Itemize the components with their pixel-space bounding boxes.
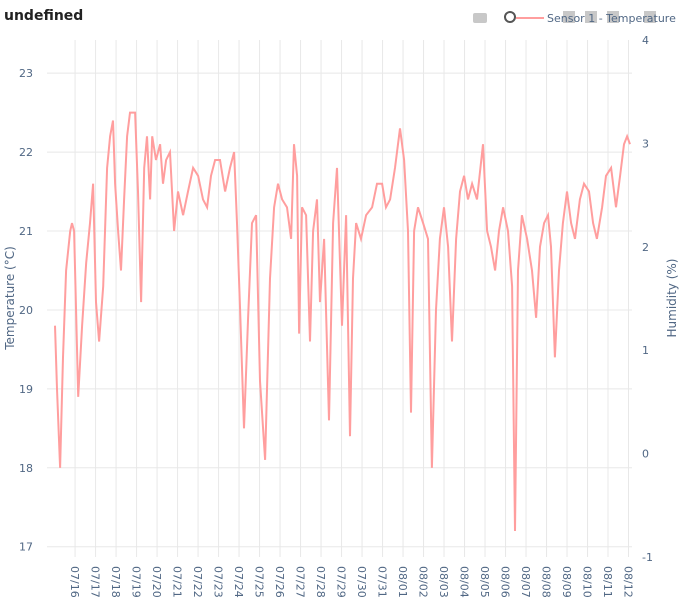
x-tick-label: 07/25 bbox=[253, 566, 266, 598]
y2-axis-label: Humidity (%) bbox=[665, 259, 679, 338]
line-series bbox=[54, 111, 631, 532]
x-tick-label: 08/04 bbox=[458, 566, 471, 598]
x-tick-label: 07/18 bbox=[109, 566, 122, 598]
legend-label: Sensor 1 - Temperature bbox=[547, 12, 676, 25]
x-tick-label: 08/08 bbox=[540, 566, 553, 598]
y2-tick-label: 1 bbox=[642, 344, 649, 357]
y2-tick-label: 4 bbox=[642, 34, 649, 47]
y2-tick-label: 0 bbox=[642, 448, 649, 461]
x-tick-label: 08/07 bbox=[519, 566, 532, 598]
x-tick-label: 08/02 bbox=[417, 566, 430, 598]
y-tick-label: 21 bbox=[19, 225, 33, 238]
y-tick-label: 20 bbox=[19, 304, 33, 317]
x-tick-label: 07/19 bbox=[130, 566, 143, 598]
y-axis-label: Temperature (°C) bbox=[3, 246, 17, 351]
x-tick-label: 08/09 bbox=[560, 566, 573, 598]
y-tick-label: 18 bbox=[19, 462, 33, 475]
y-tick-label: 19 bbox=[19, 383, 33, 396]
y2-tick-label: 3 bbox=[642, 137, 649, 150]
x-tick-label: 08/10 bbox=[581, 566, 594, 598]
x-tick-label: 07/17 bbox=[89, 566, 102, 598]
y-tick-label: 22 bbox=[19, 146, 33, 159]
autoscale-icon[interactable] bbox=[607, 11, 619, 23]
x-tick-label: 07/22 bbox=[191, 566, 204, 598]
x-tick-label: 07/20 bbox=[150, 566, 163, 598]
toolbar bbox=[473, 11, 656, 23]
x-tick-label: 07/23 bbox=[212, 566, 225, 598]
x-tick-label: 07/26 bbox=[273, 566, 286, 598]
y2-tick-label: 2 bbox=[642, 241, 649, 254]
x-tick-label: 08/03 bbox=[437, 566, 450, 598]
x-tick-label: 08/05 bbox=[478, 566, 491, 598]
x-tick-label: 07/30 bbox=[355, 566, 368, 598]
x-tick-label: 07/31 bbox=[376, 566, 389, 598]
chart-title: undefined bbox=[4, 8, 83, 24]
x-tick-label: 07/16 bbox=[68, 566, 81, 598]
x-tick-label: 07/29 bbox=[335, 566, 348, 598]
zoom-in-icon[interactable] bbox=[563, 11, 575, 23]
y2-tick-label: -1 bbox=[642, 551, 653, 564]
x-tick-label: 07/21 bbox=[171, 566, 184, 598]
x-tick-label: 07/27 bbox=[294, 566, 307, 598]
y-tick-label: 23 bbox=[19, 67, 33, 80]
x-tick-label: 07/24 bbox=[232, 566, 245, 598]
x-tick-label: 08/12 bbox=[622, 566, 635, 598]
x-tick-label: 08/01 bbox=[396, 566, 409, 598]
x-tick-label: 08/11 bbox=[601, 566, 614, 598]
zoom-out-icon[interactable] bbox=[585, 11, 597, 23]
reset-icon[interactable] bbox=[644, 11, 656, 23]
x-tick-label: 07/28 bbox=[314, 566, 327, 598]
y-tick-label: 17 bbox=[19, 541, 33, 554]
x-tick-label: 08/06 bbox=[499, 566, 512, 598]
camera-icon[interactable] bbox=[473, 13, 487, 23]
zoom-icon[interactable] bbox=[504, 11, 516, 23]
